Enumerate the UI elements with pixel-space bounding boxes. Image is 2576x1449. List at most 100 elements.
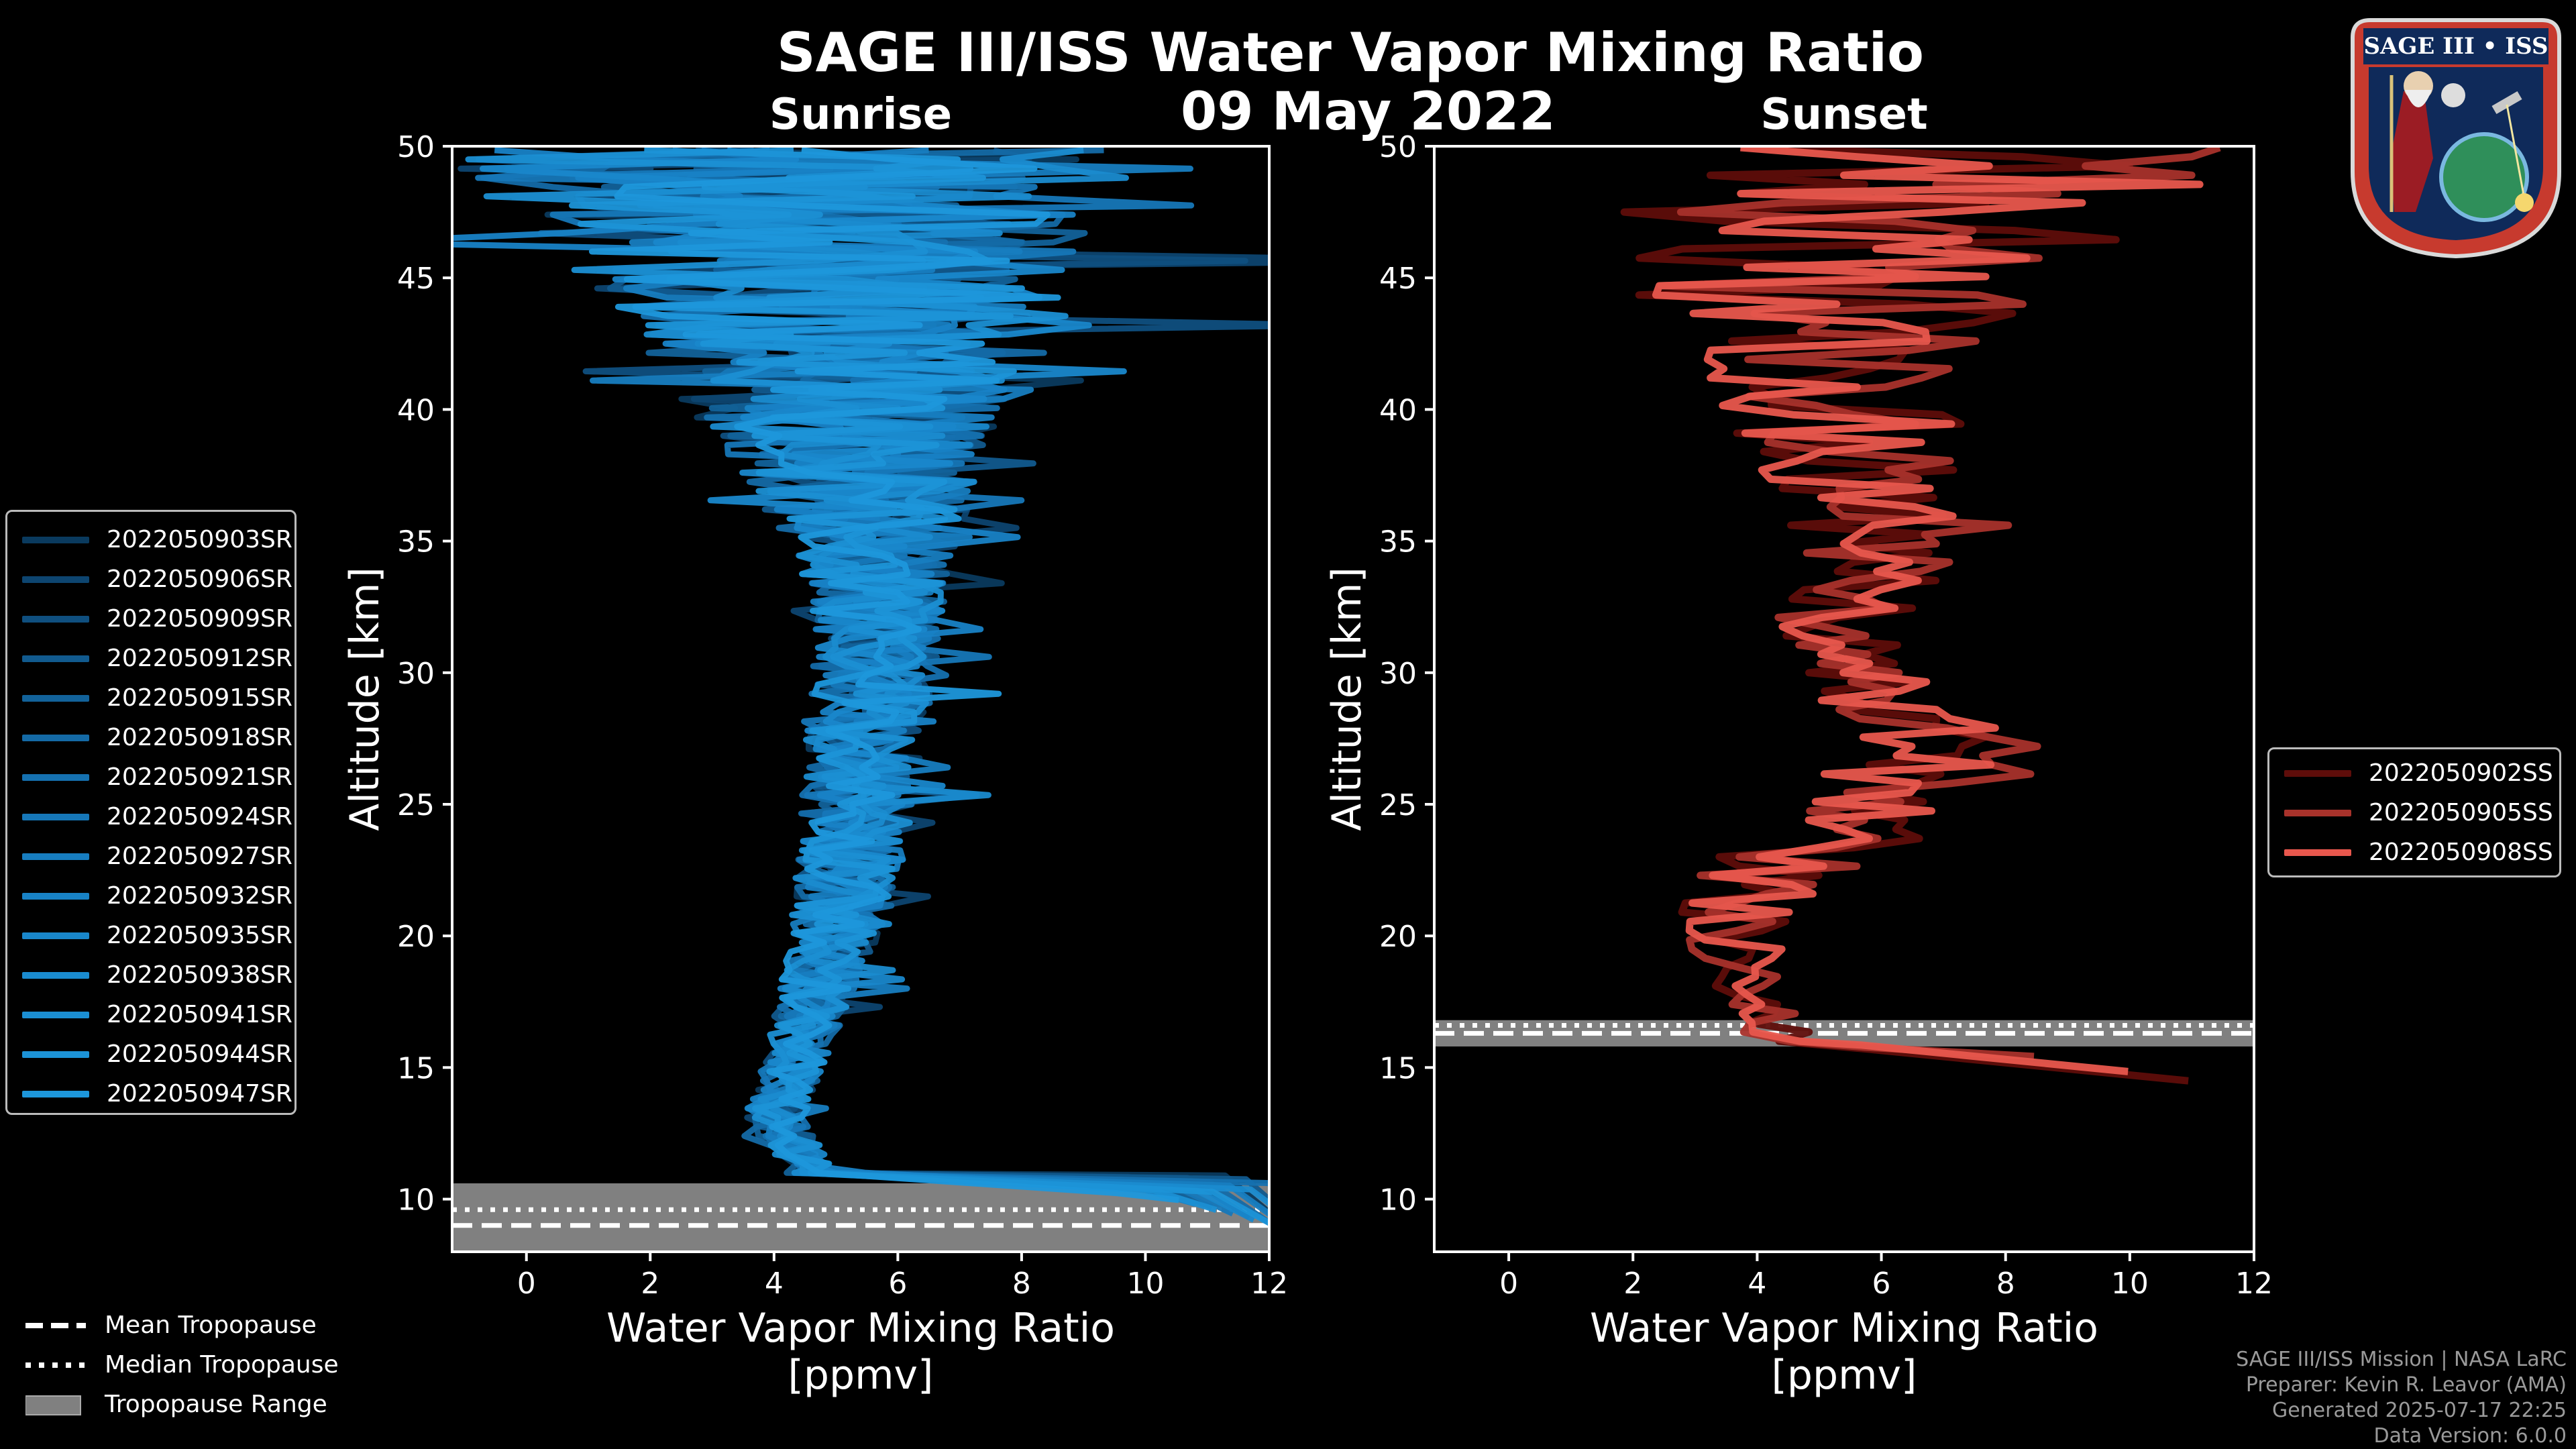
legend-swatch bbox=[22, 734, 89, 741]
legend-entry-2022050941SR: 2022050941SR bbox=[7, 995, 292, 1034]
y-axis-label: Altitude [km] bbox=[1324, 567, 1371, 831]
legend-label: 2022050927SR bbox=[107, 843, 292, 870]
y-tick-label: 15 bbox=[1379, 1051, 1417, 1085]
legend-entry-2022050921SR: 2022050921SR bbox=[7, 757, 292, 797]
legend-label: 2022050944SR bbox=[107, 1040, 292, 1068]
legend-entry-2022050902SS: 2022050902SS bbox=[2269, 753, 2553, 793]
x-tick-label: 0 bbox=[1499, 1267, 1518, 1301]
legend-entry-2022050903SR: 2022050903SR bbox=[7, 520, 292, 559]
credit-preparer: Preparer: Kevin R. Leavor (AMA) bbox=[2245, 1373, 2567, 1397]
legend-label: 2022050947SR bbox=[107, 1080, 292, 1108]
legend-entry-2022050932SR: 2022050932SR bbox=[7, 876, 292, 916]
x-tick-label: 2 bbox=[1623, 1267, 1642, 1301]
series-line-2022050908SS bbox=[1652, 146, 2204, 1075]
legend-label: 2022050905SS bbox=[2369, 799, 2553, 826]
dashed-line-swatch bbox=[25, 1322, 86, 1328]
y-tick-label: 25 bbox=[397, 788, 435, 822]
tropopause-legend: Mean Tropopause Median Tropopause Tropop… bbox=[25, 1305, 428, 1440]
legend-entry-2022050918SR: 2022050918SR bbox=[7, 718, 292, 757]
x-axis-label-units: [ppmv] bbox=[788, 1352, 934, 1399]
legend-swatch bbox=[22, 813, 89, 820]
legend-label: 2022050915SR bbox=[107, 684, 292, 712]
legend-label: 2022050903SR bbox=[107, 526, 292, 553]
figure-title: SAGE III/ISS Water Vapor Mixing Ratio bbox=[776, 21, 1925, 84]
legend-label: 2022050902SS bbox=[2369, 759, 2553, 787]
x-tick-label: 8 bbox=[1012, 1267, 1031, 1301]
legend-entry-2022050935SR: 2022050935SR bbox=[7, 916, 292, 955]
legend-label: 2022050932SR bbox=[107, 882, 292, 910]
plot-frame bbox=[1433, 145, 2255, 1253]
legend-entry-2022050909SR: 2022050909SR bbox=[7, 599, 292, 639]
legend-entry-2022050905SS: 2022050905SS bbox=[2269, 793, 2553, 833]
legend-label: 2022050924SR bbox=[107, 803, 292, 830]
legend-swatch bbox=[2284, 809, 2351, 816]
legend-label: Mean Tropopause bbox=[105, 1311, 317, 1339]
y-axis-label: Altitude [km] bbox=[341, 567, 388, 831]
x-tick-label: 4 bbox=[765, 1267, 784, 1301]
credit-version: Data Version: 6.0.0 bbox=[2373, 1424, 2567, 1448]
y-tick-label: 45 bbox=[1379, 262, 1417, 296]
y-tick-label: 20 bbox=[397, 920, 435, 954]
legend-entry-2022050944SR: 2022050944SR bbox=[7, 1034, 292, 1074]
sunrise-legend: 2022050903SR 2022050906SR 2022050909SR 2022… bbox=[5, 510, 297, 1115]
legend-swatch bbox=[22, 615, 89, 623]
legend-label: 2022050906SR bbox=[107, 566, 292, 593]
legend-entry-2022050947SR: 2022050947SR bbox=[7, 1074, 292, 1114]
legend-median-tropopause: Median Tropopause bbox=[25, 1345, 339, 1385]
x-axis-label-units: [ppmv] bbox=[1772, 1352, 1917, 1399]
sunset-panel-title: Sunset bbox=[1760, 90, 1928, 140]
legend-label: 2022050941SR bbox=[107, 1001, 292, 1028]
sunset-legend: 2022050902SS 2022050905SS 2022050908SS bbox=[2267, 747, 2561, 877]
legend-entry-2022050924SR: 2022050924SR bbox=[7, 797, 292, 837]
x-tick-label: 8 bbox=[1996, 1267, 2015, 1301]
legend-entry-2022050938SR: 2022050938SR bbox=[7, 955, 292, 995]
y-tick-label: 40 bbox=[1379, 393, 1417, 427]
legend-entry-2022050927SR: 2022050927SR bbox=[7, 837, 292, 876]
x-tick-label: 0 bbox=[517, 1267, 536, 1301]
legend-swatch bbox=[22, 1011, 89, 1018]
sunrise-panel-title: Sunrise bbox=[769, 90, 953, 140]
legend-swatch bbox=[22, 536, 89, 543]
x-tick-label: 6 bbox=[888, 1267, 907, 1301]
legend-label: 2022050935SR bbox=[107, 922, 292, 949]
y-tick-label: 20 bbox=[1379, 920, 1417, 954]
legend-label: 2022050909SR bbox=[107, 605, 292, 633]
x-axis-label: Water Vapor Mixing Ratio bbox=[606, 1305, 1115, 1352]
legend-swatch bbox=[22, 1090, 89, 1097]
legend-swatch bbox=[2284, 769, 2351, 777]
x-tick-label: 6 bbox=[1872, 1267, 1891, 1301]
legend-label: 2022050918SR bbox=[107, 724, 292, 751]
x-axis-label: Water Vapor Mixing Ratio bbox=[1590, 1305, 2098, 1352]
x-tick-label: 2 bbox=[641, 1267, 659, 1301]
legend-entry-2022050915SR: 2022050915SR bbox=[7, 678, 292, 718]
legend-swatch bbox=[22, 853, 89, 860]
legend-swatch bbox=[22, 576, 89, 583]
y-tick-label: 25 bbox=[1379, 788, 1417, 822]
range-patch-swatch bbox=[25, 1395, 81, 1415]
y-tick-label: 45 bbox=[397, 262, 435, 296]
legend-entry-2022050906SR: 2022050906SR bbox=[7, 559, 292, 599]
dotted-line-swatch bbox=[25, 1362, 86, 1368]
legend-swatch bbox=[2284, 849, 2351, 856]
legend-label: 2022050912SR bbox=[107, 645, 292, 672]
legend-label: 2022050908SS bbox=[2369, 839, 2553, 866]
plot-area-1 bbox=[1434, 146, 2254, 1085]
x-tick-label: 12 bbox=[1250, 1267, 1288, 1301]
y-tick-label: 40 bbox=[397, 393, 435, 427]
legend-label: 2022050938SR bbox=[107, 961, 292, 989]
plot-area-0 bbox=[452, 147, 1269, 1252]
y-tick-label: 30 bbox=[397, 657, 435, 691]
legend-swatch bbox=[22, 932, 89, 939]
y-tick-label: 35 bbox=[1379, 525, 1417, 559]
legend-label: 2022050921SR bbox=[107, 763, 292, 791]
x-tick-label: 10 bbox=[2111, 1267, 2149, 1301]
legend-swatch bbox=[22, 971, 89, 979]
legend-entry-2022050908SS: 2022050908SS bbox=[2269, 833, 2553, 872]
y-tick-label: 15 bbox=[397, 1051, 435, 1085]
legend-tropopause-range: Tropopause Range bbox=[25, 1385, 327, 1424]
legend-swatch bbox=[22, 892, 89, 900]
y-tick-label: 50 bbox=[397, 130, 435, 164]
logo-top-text: SAGE III • ISS bbox=[2363, 33, 2548, 60]
x-tick-label: 12 bbox=[2235, 1267, 2273, 1301]
